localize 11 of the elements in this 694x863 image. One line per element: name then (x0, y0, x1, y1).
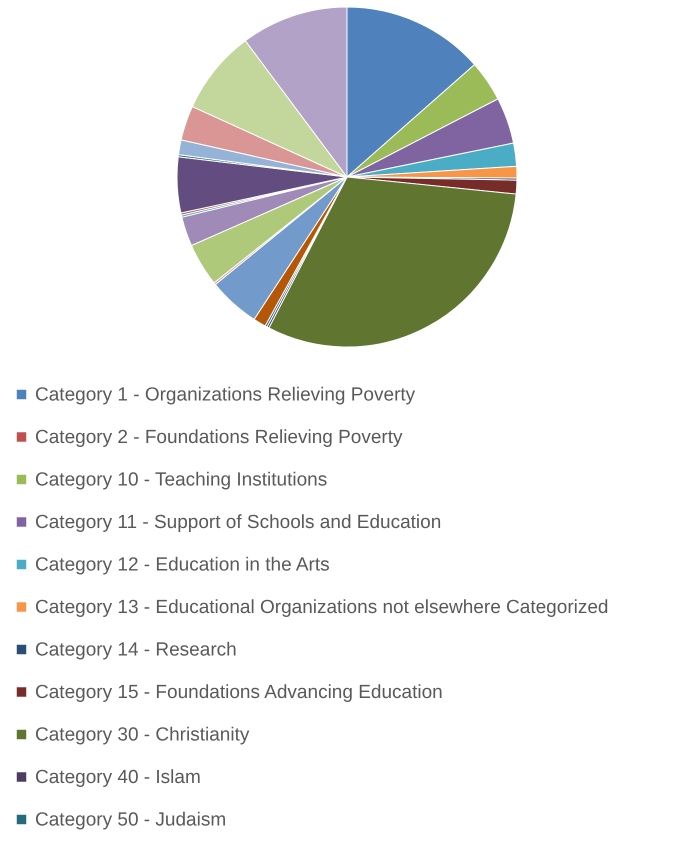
legend-label: Category 10 - Teaching Institutions (35, 470, 328, 490)
legend-label: Category 1 - Organizations Relieving Poverty (35, 384, 416, 406)
legend-label: Category 14 - Research (35, 640, 237, 660)
legend-label: Category 11 - Support of Schools and Education (35, 512, 442, 533)
legend-label: Category 40 - Islam (35, 767, 201, 788)
legend-label: Category 30 - Christianity (35, 724, 250, 746)
legend-label: Category 13 - Educational Organizations not elsewhere Categorized (35, 597, 608, 618)
legend-label: Category 2 - Foundations Relieving Poverty (35, 427, 404, 448)
legend-label: Category 15 - Foundations Advancing Education (35, 682, 443, 703)
legend-label: Category 12 - Education in the Arts (35, 554, 330, 576)
legend-label: Category 50 - Judaism (35, 810, 226, 830)
